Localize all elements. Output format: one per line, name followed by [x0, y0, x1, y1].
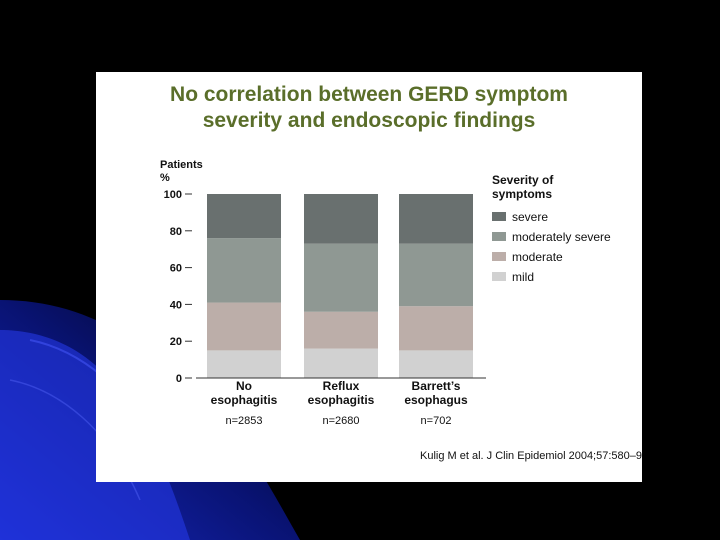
- bar-mild-2: [304, 348, 378, 378]
- y-tick-label: 0: [176, 373, 182, 385]
- legend-swatch-moderate: [492, 252, 506, 261]
- y-tick-label: 80: [170, 226, 182, 238]
- x-axis-labels: Noesophagitisn=2853Refluxesophagitisn=26…: [211, 379, 468, 427]
- x-label-line-1: No: [236, 379, 252, 393]
- legend-title-line-1: Severity of: [492, 173, 554, 187]
- title-line-2: severity and endoscopic findings: [202, 109, 536, 132]
- y-tick-label: 60: [170, 263, 182, 275]
- bar-moderate-1: [207, 302, 281, 351]
- bar-severe-2: [304, 194, 378, 244]
- bars: [207, 194, 473, 378]
- bar-moderately-severe-3: [399, 243, 473, 307]
- legend-title-line-2: symptoms: [492, 187, 552, 201]
- y-axis-label-line-1: Patients: [160, 159, 203, 171]
- bar-mild-3: [399, 350, 473, 378]
- y-axis-label-line-2: %: [160, 172, 170, 184]
- x-label-n: n=2853: [225, 415, 262, 427]
- legend-swatch-moderately-severe: [492, 232, 506, 241]
- citation-text: Kulig M et al. J Clin Epidemiol 2004;57:…: [420, 450, 642, 462]
- y-tick-label: 20: [170, 336, 182, 348]
- y-axis-ticks: 0 20 40 60 80 100: [164, 189, 192, 385]
- legend-label-severe: severe: [512, 210, 548, 224]
- bar-moderate-2: [304, 311, 378, 349]
- legend-label-mild: mild: [512, 270, 534, 284]
- citation: Kulig M et al. J Clin Epidemiol 2004;57:…: [96, 450, 642, 462]
- bar-mild-1: [207, 350, 281, 378]
- y-tick-label: 100: [164, 189, 182, 201]
- y-tick-label: 40: [170, 299, 182, 311]
- title-line-1: No correlation between GERD symptom: [170, 83, 568, 106]
- x-label-line-2: esophagitis: [308, 393, 375, 407]
- slide-title: No correlation between GERD symptom seve…: [96, 82, 642, 134]
- bar-moderate-3: [399, 306, 473, 351]
- legend-label-moderate: moderate: [512, 250, 563, 264]
- bar-moderately-severe-1: [207, 238, 281, 303]
- bar-severe-3: [399, 194, 473, 244]
- x-label-line-2: esophagitis: [211, 393, 278, 407]
- bar-moderately-severe-2: [304, 243, 378, 312]
- x-label-line-1: Reflux: [323, 379, 360, 393]
- legend-swatch-severe: [492, 212, 506, 221]
- legend-swatch-mild: [492, 272, 506, 281]
- legend: severe moderately severe moderate mild: [492, 210, 611, 284]
- legend-label-moderately-severe: moderately severe: [512, 230, 611, 244]
- slide-panel: No correlation between GERD symptom seve…: [96, 72, 642, 482]
- x-label-n: n=702: [421, 415, 452, 427]
- x-label-n: n=2680: [322, 415, 359, 427]
- bar-severe-1: [207, 194, 281, 239]
- x-label-line-2: esophagus: [404, 393, 468, 407]
- x-label-line-1: Barrett’s: [412, 379, 461, 393]
